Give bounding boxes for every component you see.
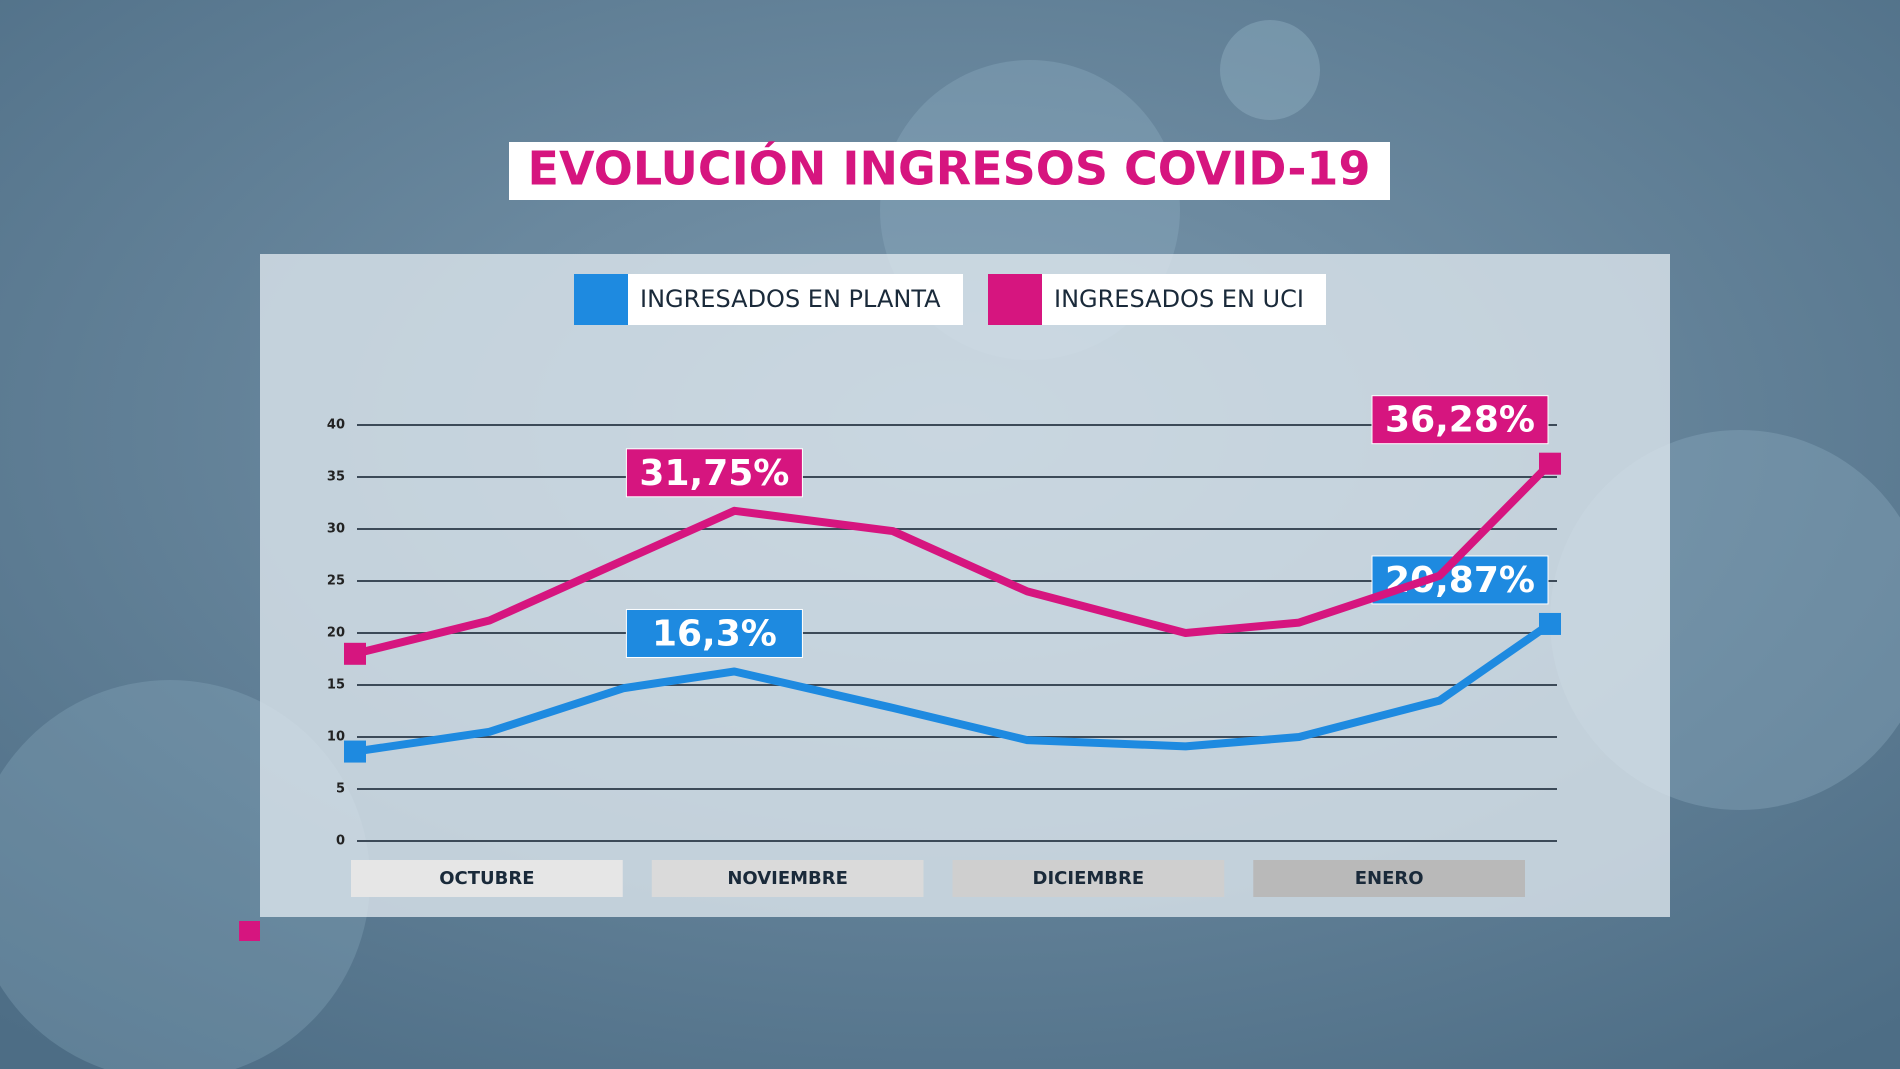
chart-title: EVOLUCIÓN INGRESOS COVID-19 (528, 142, 1371, 196)
value-label-box (1371, 395, 1549, 445)
legend-swatch (988, 274, 1042, 325)
month-band (651, 860, 924, 897)
month-band (952, 860, 1225, 897)
x-tick-label: NOVIEMBRE (727, 868, 848, 889)
legend-swatch (574, 274, 628, 325)
legend-label: INGRESADOS EN UCI (1054, 285, 1304, 313)
legend-label: INGRESADOS EN PLANTA (640, 285, 941, 313)
end-marker (344, 740, 366, 763)
y-tick-label: 40 (327, 418, 345, 433)
value-label: 31,75% (639, 453, 789, 494)
end-marker (1539, 612, 1561, 635)
end-marker (1539, 452, 1561, 475)
y-tick-label: 20 (327, 626, 345, 641)
legend-box (1042, 274, 1326, 325)
value-label-box (1371, 555, 1549, 605)
y-tick-label: 5 (336, 782, 345, 797)
value-label: 16,3% (652, 613, 777, 654)
month-band (351, 860, 623, 897)
y-tick-label: 0 (336, 834, 345, 849)
legend-box (628, 274, 963, 325)
end-marker (344, 642, 366, 665)
value-label-box (625, 608, 803, 658)
decoration-square (239, 921, 260, 941)
series-line (354, 620, 1553, 756)
x-tick-label: ENERO (1355, 868, 1424, 889)
title-box (509, 142, 1390, 200)
value-label: 20,87% (1385, 560, 1535, 601)
y-tick-label: 25 (327, 574, 345, 589)
y-tick-label: 10 (327, 730, 345, 745)
y-tick-label: 35 (327, 470, 345, 485)
y-tick-label: 30 (327, 522, 345, 537)
y-tick-label: 15 (327, 678, 345, 693)
x-tick-label: OCTUBRE (439, 868, 534, 889)
month-band (1253, 860, 1525, 897)
value-label: 36,28% (1385, 400, 1535, 441)
x-tick-label: DICIEMBRE (1033, 868, 1145, 889)
value-label-box (625, 448, 803, 498)
series-line (354, 460, 1553, 658)
virus-decoration (1220, 20, 1320, 120)
